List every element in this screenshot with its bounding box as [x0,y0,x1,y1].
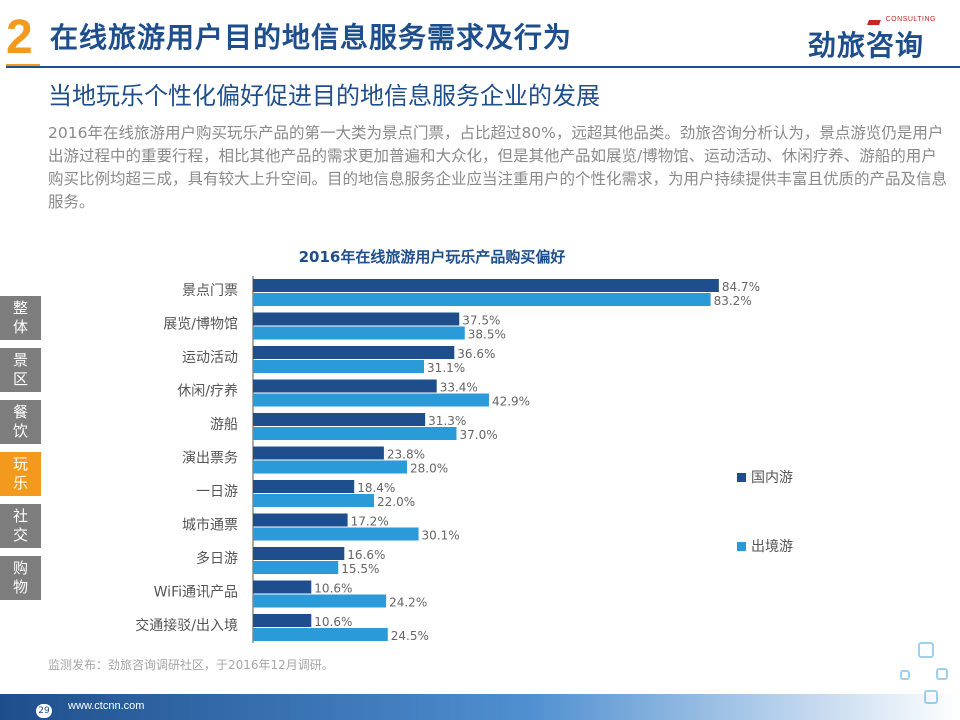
section-number: 2 [6,11,33,64]
bar-domestic [253,346,455,359]
sidebar-item-label: 交 [12,526,28,544]
data-label: 36.6% [457,347,495,361]
category-label: 游船 [210,417,238,433]
bar-outbound [253,561,339,574]
data-label: 23.8% [387,448,425,462]
data-label: 37.5% [462,314,500,328]
sidebar-item-entertainment[interactable]: 玩 乐 [0,452,41,496]
data-label: 37.0% [460,428,498,442]
bar-domestic [253,446,384,460]
bar-domestic [253,480,355,493]
sidebar-item-social[interactable]: 社 交 [0,504,41,548]
data-label: 24.5% [391,629,429,643]
bar-outbound [253,594,387,608]
header-divider [6,66,960,68]
legend-swatch-icon [737,542,746,551]
data-label: 10.6% [314,615,352,629]
category-label: 运动活动 [182,350,238,366]
data-label: 42.9% [492,395,530,409]
data-label: 15.5% [341,562,379,576]
legend-label: 出境游 [751,539,793,555]
sidebar-item-dining[interactable]: 餐 饮 [0,400,41,444]
sidebar-item-label: 整 [12,299,28,317]
decor-square-icon [936,668,948,680]
data-label: 28.0% [410,462,448,476]
category-label: 演出票务 [182,451,238,467]
data-label: 83.2% [714,294,752,308]
bar-outbound [253,293,711,306]
bar-outbound [253,360,425,373]
data-label: 31.1% [427,361,465,375]
decor-square-icon [918,642,934,658]
analysis-paragraph: 2016年在线旅游用户购买玩乐产品的第一大类为景点门票，占比超过80%，远超其他… [48,124,948,211]
purchase-preference-bar-chart: 2016年在线旅游用户玩乐产品购买偏好 景点门票 84.7%83.2% 展览/博物馆… [135,248,793,643]
sidebar-item-label: 体 [12,318,28,336]
data-label: 33.4% [440,381,478,395]
category-label: 一日游 [196,484,238,500]
data-label: 22.0% [377,495,415,509]
sidebar-item-label: 饮 [12,422,28,440]
sidebar-item-label: 物 [12,578,28,596]
category-label: 城市通票 [182,517,238,534]
bar-outbound [253,494,374,507]
page-number: 29 [36,704,52,718]
sidebar-item-label: 购 [12,559,28,577]
bar-outbound [253,393,489,407]
sidebar-item-label: 乐 [12,474,28,492]
footer-bar [0,694,960,720]
category-label: WiFi通讯产品 [154,585,238,601]
data-label: 24.2% [389,596,427,610]
data-label: 38.5% [468,328,506,342]
footer-url-link[interactable]: www.ctcnn.com [68,700,145,712]
bar-outbound [253,326,465,340]
category-label: 多日游 [196,550,238,567]
data-label: 84.7% [722,280,760,294]
bar-outbound [253,527,419,541]
data-label: 18.4% [357,481,395,495]
bar-outbound [253,460,407,474]
decor-square-icon [900,670,910,680]
bar-outbound [253,427,457,440]
sidebar-nav: 整 体 景 区 餐 饮 玩 乐 社 交 购 物 [0,296,41,608]
bar-domestic [253,279,719,292]
data-label: 30.1% [422,529,460,543]
logo-chinese: 劲旅咨询 [808,29,925,62]
bar-domestic [253,413,426,426]
category-label: 景点门票 [182,283,238,299]
bar-domestic [253,614,312,627]
brand-logo: CONSULTING 劲旅咨询 [806,16,946,62]
sidebar-item-scenic[interactable]: 景 区 [0,348,41,392]
sidebar-item-label: 社 [12,507,28,525]
data-label: 10.6% [314,582,352,596]
watermark-text: www.useit.com.cn [18,682,135,697]
bar-domestic [253,379,437,393]
bar-domestic [253,513,348,527]
bar-domestic [253,312,460,326]
legend-swatch-icon [737,473,746,482]
category-label: 展览/博物馆 [163,316,238,333]
data-label: 31.3% [428,414,466,428]
sidebar-item-overall[interactable]: 整 体 [0,296,41,340]
chart-title: 2016年在线旅游用户玩乐产品购买偏好 [299,248,566,266]
bar-domestic [253,547,345,560]
data-label: 17.2% [351,515,389,529]
logo-english: CONSULTING [885,16,936,23]
page-title: 在线旅游用户目的地信息服务需求及行为 [50,21,573,54]
sidebar-item-label: 区 [12,370,28,388]
bar-domestic [253,580,312,594]
legend-label: 国内游 [751,470,793,486]
slide-subtitle: 当地玩乐个性化偏好促进目的地信息服务企业的发展 [48,82,600,110]
data-source-note: 监测发布：劲旅咨询调研社区，于2016年12月调研。 [48,658,334,672]
sidebar-item-shopping[interactable]: 购 物 [0,556,41,600]
data-label: 16.6% [347,548,385,562]
sidebar-item-label: 玩 [12,455,28,473]
bar-outbound [253,628,388,641]
category-label: 交通接驳/出入境 [135,617,238,634]
sidebar-item-label: 景 [12,351,28,369]
sidebar-item-label: 餐 [12,403,28,421]
category-label: 休闲/疗养 [177,384,238,400]
